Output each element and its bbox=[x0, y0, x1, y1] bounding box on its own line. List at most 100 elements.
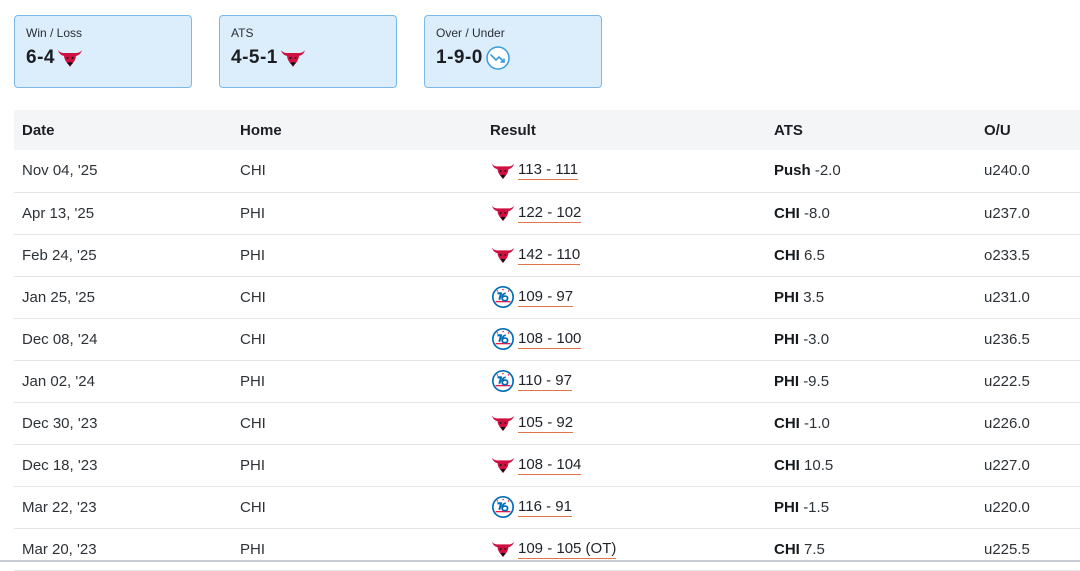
cell-ats: CHI 10.5 bbox=[766, 444, 976, 486]
under-trend-icon bbox=[486, 46, 510, 70]
over-under-card: Over / Under 1-9-0 bbox=[424, 15, 602, 88]
ats-team: CHI bbox=[774, 246, 800, 264]
cell-result: 105 - 92 bbox=[482, 402, 766, 444]
score-link[interactable]: 105 - 92 bbox=[518, 413, 574, 433]
cell-result: 109 - 105 (OT) bbox=[482, 528, 766, 570]
table-row: Feb 24, '25 PHI 142 - 110 CHI 6.5 o233.5 bbox=[14, 234, 1080, 276]
cell-ats: CHI 7.5 bbox=[766, 528, 976, 570]
cell-ou: u227.0 bbox=[984, 456, 1030, 474]
ats-card: ATS 4-5-1 bbox=[219, 15, 397, 88]
bulls-logo-icon bbox=[57, 50, 82, 67]
cell-result: 108 - 100 bbox=[482, 318, 766, 360]
cell-ats: PHI -1.5 bbox=[766, 486, 976, 528]
header-ou: O/U bbox=[984, 121, 1011, 139]
ats-team: PHI bbox=[774, 498, 800, 516]
score-link[interactable]: 113 - 111 bbox=[518, 161, 579, 181]
ats-team: Push bbox=[774, 162, 811, 180]
score-link[interactable]: 122 - 102 bbox=[518, 203, 582, 223]
cell-ou: u231.0 bbox=[984, 288, 1030, 306]
ats-team: PHI bbox=[774, 288, 800, 306]
ats-line: -1.5 bbox=[803, 498, 830, 516]
cell-ou: u225.5 bbox=[984, 540, 1030, 558]
score-link[interactable]: 108 - 100 bbox=[518, 329, 582, 349]
cell-ats: Push -2.0 bbox=[766, 150, 976, 192]
table-header-row: Date Home Result ATS O/U bbox=[14, 110, 1080, 150]
cell-ats: CHI -1.0 bbox=[766, 402, 976, 444]
cell-home: PHI bbox=[240, 540, 266, 558]
cell-home: CHI bbox=[240, 498, 266, 516]
cell-date: Jan 02, '24 bbox=[22, 372, 95, 390]
ats-line: -8.0 bbox=[804, 204, 830, 222]
ats-line: -9.5 bbox=[803, 372, 830, 390]
cell-ou: u240.0 bbox=[984, 162, 1030, 180]
table-row: Jan 02, '24 PHI 110 - 97 PHI -9.5 u222.5 bbox=[14, 360, 1080, 402]
bulls-logo-icon bbox=[491, 415, 515, 432]
ats-team: CHI bbox=[774, 456, 800, 474]
cell-home: PHI bbox=[240, 204, 266, 222]
ats-line: -3.0 bbox=[803, 330, 830, 348]
cell-date: Dec 08, '24 bbox=[22, 330, 98, 348]
table-row: Dec 08, '24 CHI 108 - 100 PHI -3.0 u236.5 bbox=[14, 318, 1080, 360]
cell-date: Jan 25, '25 bbox=[22, 288, 95, 306]
cell-date: Dec 18, '23 bbox=[22, 456, 98, 474]
card-label: ATS bbox=[231, 26, 254, 40]
cell-date: Mar 20, '23 bbox=[22, 540, 97, 558]
bulls-logo-icon bbox=[280, 50, 305, 67]
cell-ats: PHI 3.5 bbox=[766, 276, 976, 318]
cell-home: CHI bbox=[240, 162, 266, 180]
cell-result: 108 - 104 bbox=[482, 444, 766, 486]
header-result: Result bbox=[490, 121, 536, 139]
score-link[interactable]: 110 - 97 bbox=[518, 371, 572, 391]
cell-home: PHI bbox=[240, 246, 266, 264]
cell-ou: u220.0 bbox=[984, 498, 1030, 516]
sixers-logo-icon bbox=[492, 286, 514, 308]
cell-result: 122 - 102 bbox=[482, 192, 766, 234]
card-label: Over / Under bbox=[436, 26, 505, 40]
ats-line: 10.5 bbox=[804, 456, 834, 474]
score-link[interactable]: 108 - 104 bbox=[518, 455, 582, 475]
table-row: Mar 20, '23 PHI 109 - 105 (OT) CHI 7.5 u225.… bbox=[14, 528, 1080, 570]
results-table-container: Date Home Result ATS O/U Nov 04, '25 CHI 1… bbox=[14, 110, 1080, 571]
table-row: Jan 25, '25 CHI 109 - 97 PHI 3.5 u231.0 bbox=[14, 276, 1080, 318]
cell-home: CHI bbox=[240, 414, 266, 432]
cell-date: Apr 13, '25 bbox=[22, 204, 95, 222]
table-row: Nov 04, '25 CHI 113 - 111 Push -2.0 u240.0 bbox=[14, 150, 1080, 192]
cell-date: Nov 04, '25 bbox=[22, 162, 98, 180]
sixers-logo-icon bbox=[492, 496, 514, 518]
score-link[interactable]: 142 - 110 bbox=[518, 245, 581, 265]
cell-ou: u222.5 bbox=[984, 372, 1030, 390]
cell-ou: u236.5 bbox=[984, 330, 1030, 348]
cell-ou: u237.0 bbox=[984, 204, 1030, 222]
cell-ats: PHI -3.0 bbox=[766, 318, 976, 360]
header-date: Date bbox=[22, 121, 55, 139]
cell-home: PHI bbox=[240, 372, 266, 390]
table-body: Nov 04, '25 CHI 113 - 111 Push -2.0 u240.0 Ap… bbox=[14, 150, 1080, 570]
ats-line: 6.5 bbox=[804, 246, 825, 264]
cell-result: 142 - 110 bbox=[482, 234, 766, 276]
bulls-logo-icon bbox=[491, 247, 515, 264]
cell-home: CHI bbox=[240, 288, 266, 306]
cell-ats: CHI 6.5 bbox=[766, 234, 976, 276]
ats-team: PHI bbox=[774, 372, 800, 390]
table-row: Apr 13, '25 PHI 122 - 102 CHI -8.0 u237.0 bbox=[14, 192, 1080, 234]
score-link[interactable]: 109 - 97 bbox=[518, 287, 574, 307]
score-link[interactable]: 109 - 105 (OT) bbox=[518, 539, 617, 559]
score-link[interactable]: 116 - 91 bbox=[518, 497, 572, 517]
win-loss-value: 6-4 bbox=[26, 47, 55, 68]
cell-home: CHI bbox=[240, 330, 266, 348]
win-loss-card: Win / Loss 6-4 bbox=[14, 15, 192, 88]
header-ats: ATS bbox=[774, 121, 803, 139]
ats-line: 7.5 bbox=[804, 540, 825, 558]
bottom-divider bbox=[0, 560, 1080, 562]
table-row: Dec 30, '23 CHI 105 - 92 CHI -1.0 u226.0 bbox=[14, 402, 1080, 444]
cell-result: 110 - 97 bbox=[482, 360, 766, 402]
bulls-logo-icon bbox=[491, 541, 515, 558]
cell-result: 109 - 97 bbox=[482, 276, 766, 318]
table-row: Mar 22, '23 CHI 116 - 91 PHI -1.5 u220.0 bbox=[14, 486, 1080, 528]
table-row: Dec 18, '23 PHI 108 - 104 CHI 10.5 u227.0 bbox=[14, 444, 1080, 486]
ats-line: -1.0 bbox=[804, 414, 830, 432]
bulls-logo-icon bbox=[491, 163, 515, 180]
header-home: Home bbox=[240, 121, 282, 139]
cell-date: Dec 30, '23 bbox=[22, 414, 98, 432]
ats-team: CHI bbox=[774, 204, 800, 222]
